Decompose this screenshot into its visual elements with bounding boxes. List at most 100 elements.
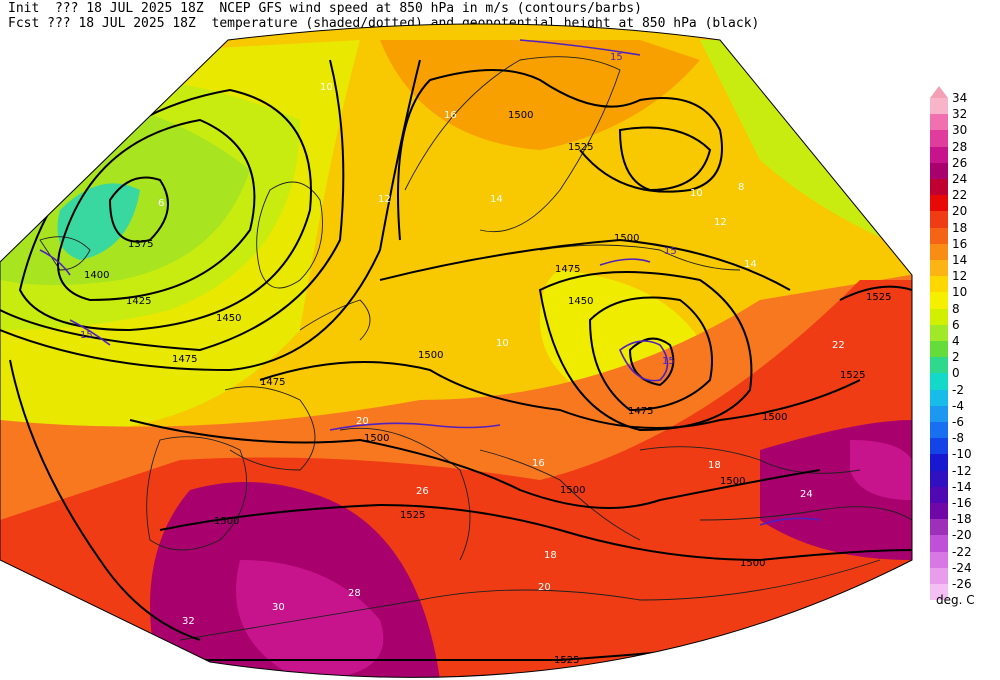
colorbar-units: deg. C [936, 593, 975, 607]
height-label: 1450 [216, 313, 241, 324]
wind-label: 10 [496, 338, 509, 349]
height-label: 1525 [866, 292, 891, 303]
colorbar-swatch [930, 567, 948, 584]
height-contours [0, 59, 912, 662]
wind-label: 8 [738, 182, 744, 193]
colorbar-level: 4 [930, 334, 1000, 358]
colorbar-swatch [930, 162, 948, 179]
height-label: 1475 [172, 354, 197, 365]
colorbar-level: 8 [930, 302, 1000, 325]
wind-label: 16 [444, 110, 457, 121]
wind-label: 15 [664, 246, 677, 257]
colorbar-level: -14 [930, 480, 1000, 503]
height-label: 1400 [84, 270, 109, 281]
colorbar-swatch [930, 503, 948, 520]
colorbar-swatch [930, 519, 948, 536]
colorbar-level: 14 [930, 253, 1000, 277]
wind-label: 22 [832, 340, 845, 351]
colorbar-swatch [930, 405, 948, 422]
colorbar-label: -14 [952, 479, 972, 494]
colorbar-swatch [930, 341, 948, 358]
colorbar-level: 24 [930, 172, 1000, 196]
colorbar-label: -8 [952, 431, 964, 446]
wind-label: 12 [378, 194, 391, 205]
wind-label: 20 [538, 582, 551, 593]
colorbar-level: 30 [930, 123, 1000, 147]
colorbar-label: 18 [952, 220, 968, 235]
colorbar-level: -10 [930, 447, 1000, 471]
colorbar-label: -2 [952, 382, 964, 397]
colorbar-swatch [930, 454, 948, 471]
colorbar-swatch [930, 179, 948, 196]
colorbar-label: 24 [952, 172, 968, 186]
colorbar-label: 22 [952, 188, 968, 203]
height-label: 1525 [400, 510, 425, 521]
colorbar-level: 18 [930, 221, 1000, 244]
colorbar-label: 14 [952, 253, 968, 267]
height-label: 1500 [508, 110, 533, 121]
height-label: 1525 [568, 142, 593, 153]
temperature-colorbar: 34 32 30 28 26 24 22 20 18 16 14 12 10 8 6 4 2 0 -2 -4 -6 -8-… [930, 86, 1000, 606]
wind-label: 15 [80, 330, 93, 341]
wind-label: 6 [158, 198, 164, 209]
wind-label: 26 [416, 486, 429, 497]
colorbar-label: -6 [952, 415, 964, 429]
colorbar-label: -18 [952, 512, 972, 527]
colorbar-label: -26 [952, 577, 972, 591]
colorbar-level: -16 [930, 496, 1000, 520]
wind-speed-labels: 15 15 15 15 10 10 10 12 12 14 14 16 16 1… [80, 52, 845, 627]
colorbar-level: -6 [930, 415, 1000, 439]
height-label: 1500 [740, 558, 765, 569]
colorbar-swatch [930, 292, 948, 309]
wind-label: 32 [182, 616, 195, 627]
colorbar-level: -22 [930, 545, 1000, 568]
colorbar-level: 2 [930, 350, 1000, 374]
colorbar-swatch [930, 98, 948, 115]
colorbar-level: 26 [930, 156, 1000, 179]
colorbar-swatch [930, 130, 948, 147]
colorbar-label: 10 [952, 285, 968, 300]
colorbar-swatch [930, 438, 948, 455]
wind-label: 24 [800, 489, 813, 500]
height-label: 1500 [560, 485, 585, 496]
height-label: 1425 [126, 296, 151, 307]
wind-label: 12 [714, 217, 727, 228]
colorbar-swatch [930, 535, 948, 552]
colorbar-swatch [930, 551, 948, 568]
wind-label: 10 [320, 82, 333, 93]
colorbar-level: 6 [930, 318, 1000, 341]
wind-label: 14 [744, 259, 757, 270]
colorbar-swatch [930, 114, 948, 131]
colorbar-swatch [930, 211, 948, 228]
colorbar-label: -20 [952, 528, 972, 543]
wind-label: 28 [348, 588, 361, 599]
colorbar-swatch [930, 373, 948, 390]
colorbar-level: 16 [930, 237, 1000, 260]
height-label: 1375 [128, 239, 153, 250]
wind-speed-contours [39, 39, 821, 526]
height-label: 1500 [214, 516, 239, 527]
colorbar-level: 22 [930, 188, 1000, 212]
colorbar-label: 16 [952, 236, 968, 251]
colorbar-label: 8 [952, 301, 960, 316]
colorbar-label: -4 [952, 398, 964, 413]
wind-label: 16 [532, 458, 545, 469]
colorbar-label: -10 [952, 447, 972, 462]
height-labels: 1375 1400 1425 1450 1475 1475 1500 1500 … [84, 110, 891, 666]
wind-label: 15 [610, 52, 623, 63]
colorbar-swatch [930, 486, 948, 503]
colorbar-level: -2 [930, 383, 1000, 406]
colorbar-level: -8 [930, 431, 1000, 455]
colorbar-swatch [930, 276, 948, 293]
colorbar-swatch [930, 584, 948, 601]
colorbar-level: 0 [930, 366, 1000, 390]
colorbar-swatch [930, 260, 948, 277]
wind-label: 30 [272, 602, 285, 613]
wind-label: 14 [490, 194, 503, 205]
colorbar-level: 10 [930, 285, 1000, 309]
height-label: 1475 [260, 377, 285, 388]
colorbar-swatch [930, 389, 948, 406]
wind-label: 20 [356, 416, 369, 427]
colorbar-swatch [930, 308, 948, 325]
